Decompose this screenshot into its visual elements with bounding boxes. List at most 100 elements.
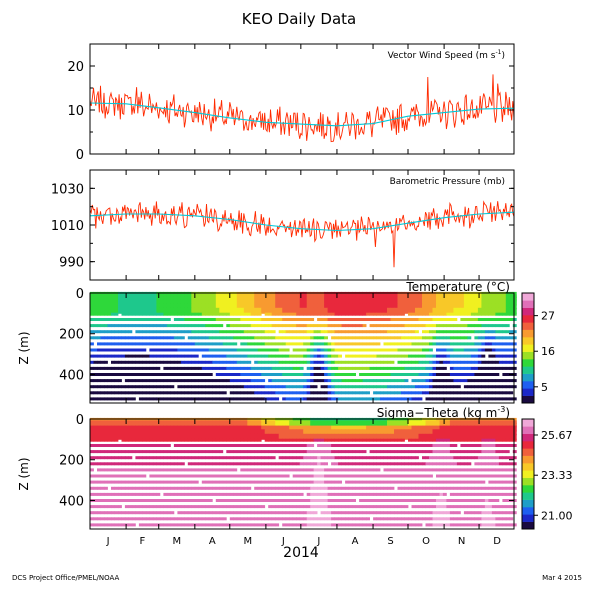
heatmap-cell [419, 379, 423, 382]
heatmap-cell [471, 493, 475, 496]
heatmap-cell [429, 505, 433, 508]
heatmap-cell [380, 379, 384, 382]
heatmap-cell [111, 493, 115, 496]
heatmap-cell [398, 391, 402, 394]
heatmap-cell [450, 468, 454, 471]
heatmap-cell [426, 385, 430, 388]
heatmap-cell [488, 468, 492, 471]
heatmap-cell [321, 313, 325, 316]
heatmap-cell [254, 439, 258, 442]
heatmap-cell [415, 391, 419, 394]
heatmap-cell [108, 439, 112, 442]
heatmap-cell [384, 342, 388, 345]
heatmap-cell [453, 462, 457, 465]
heatmap-cell [328, 493, 332, 496]
heatmap-cell [464, 355, 468, 358]
heatmap-cell [258, 456, 262, 459]
heatmap-cell [177, 342, 181, 345]
heatmap-cell [415, 499, 419, 502]
heatmap-cell [467, 342, 471, 345]
heatmap-cell [426, 397, 430, 400]
heatmap-cell [310, 373, 314, 376]
heatmap-cell [509, 336, 513, 339]
heatmap-cell [272, 385, 276, 388]
heatmap-cell [212, 517, 216, 520]
heatmap-cell [419, 439, 423, 442]
heatmap-cell [226, 349, 230, 352]
heatmap-cell [230, 462, 234, 465]
heatmap-cell [97, 336, 101, 339]
heatmap-cell [146, 336, 150, 339]
heatmap-cell [373, 379, 377, 382]
heatmap-cell [293, 349, 297, 352]
heatmap-cell [478, 481, 482, 484]
heatmap-cell [338, 462, 342, 465]
heatmap-cell [163, 505, 167, 508]
heatmap-cell [226, 450, 230, 453]
heatmap-cell [272, 439, 276, 442]
heatmap-cell [181, 499, 185, 502]
heatmap-cell [289, 367, 293, 370]
heatmap-cell [405, 391, 409, 394]
heatmap-cell [108, 499, 112, 502]
heatmap-cell [191, 313, 195, 316]
heatmap-cell [443, 355, 447, 358]
heatmap-cell [478, 456, 482, 459]
colorbar-swatch [522, 381, 534, 389]
heatmap-cell [254, 481, 258, 484]
heatmap-cell [335, 330, 339, 333]
heatmap-cell [184, 499, 188, 502]
heatmap-cell [481, 342, 485, 345]
heatmap-cell [440, 349, 444, 352]
heatmap-cell [247, 318, 251, 321]
heatmap-cell [303, 456, 307, 459]
heatmap-cell [502, 439, 506, 442]
heatmap-cell [433, 373, 437, 376]
heatmap-cell [377, 336, 381, 339]
heatmap-cell [352, 456, 356, 459]
heatmap-cell [101, 397, 105, 400]
heatmap-cell [457, 367, 461, 370]
heatmap-cell [142, 373, 146, 376]
heatmap-cell [209, 349, 213, 352]
heatmap-cell [101, 505, 105, 508]
heatmap-cell [303, 462, 307, 465]
heatmap-cell [356, 456, 360, 459]
heatmap-cell [426, 361, 430, 364]
heatmap-cell [170, 361, 174, 364]
heatmap-cell [184, 313, 188, 316]
heatmap-cell [460, 330, 464, 333]
heatmap-cell [181, 313, 185, 316]
heatmap-cell [90, 367, 94, 370]
heatmap-cell [265, 450, 269, 453]
heatmap-cell [481, 450, 485, 453]
heatmap-cell [115, 313, 119, 316]
heatmap-cell [443, 481, 447, 484]
heatmap-cell [335, 379, 339, 382]
heatmap-cell [464, 379, 468, 382]
heatmap-cell [101, 468, 105, 471]
heatmap-cell [412, 391, 416, 394]
heatmap-cell [289, 493, 293, 496]
heatmap-cell [314, 391, 318, 394]
heatmap-cell [94, 456, 98, 459]
heatmap-cell [153, 462, 157, 465]
heatmap-cell [191, 487, 195, 490]
heatmap-cell [488, 361, 492, 364]
heatmap-cell [405, 379, 409, 382]
heatmap-cell [443, 391, 447, 394]
heatmap-cell [268, 450, 272, 453]
heatmap-cell [349, 462, 353, 465]
heatmap-cell [317, 361, 321, 364]
heatmap-cell [474, 493, 478, 496]
heatmap-cell [412, 385, 416, 388]
heatmap-cell [139, 313, 143, 316]
heatmap-cell [412, 373, 416, 376]
heatmap-cell [279, 355, 283, 358]
heatmap-cell [450, 349, 454, 352]
heatmap-cell [212, 481, 216, 484]
heatmap-cell [237, 487, 241, 490]
heatmap-cell [317, 342, 321, 345]
heatmap-cell [446, 481, 450, 484]
heatmap-cell [345, 456, 349, 459]
